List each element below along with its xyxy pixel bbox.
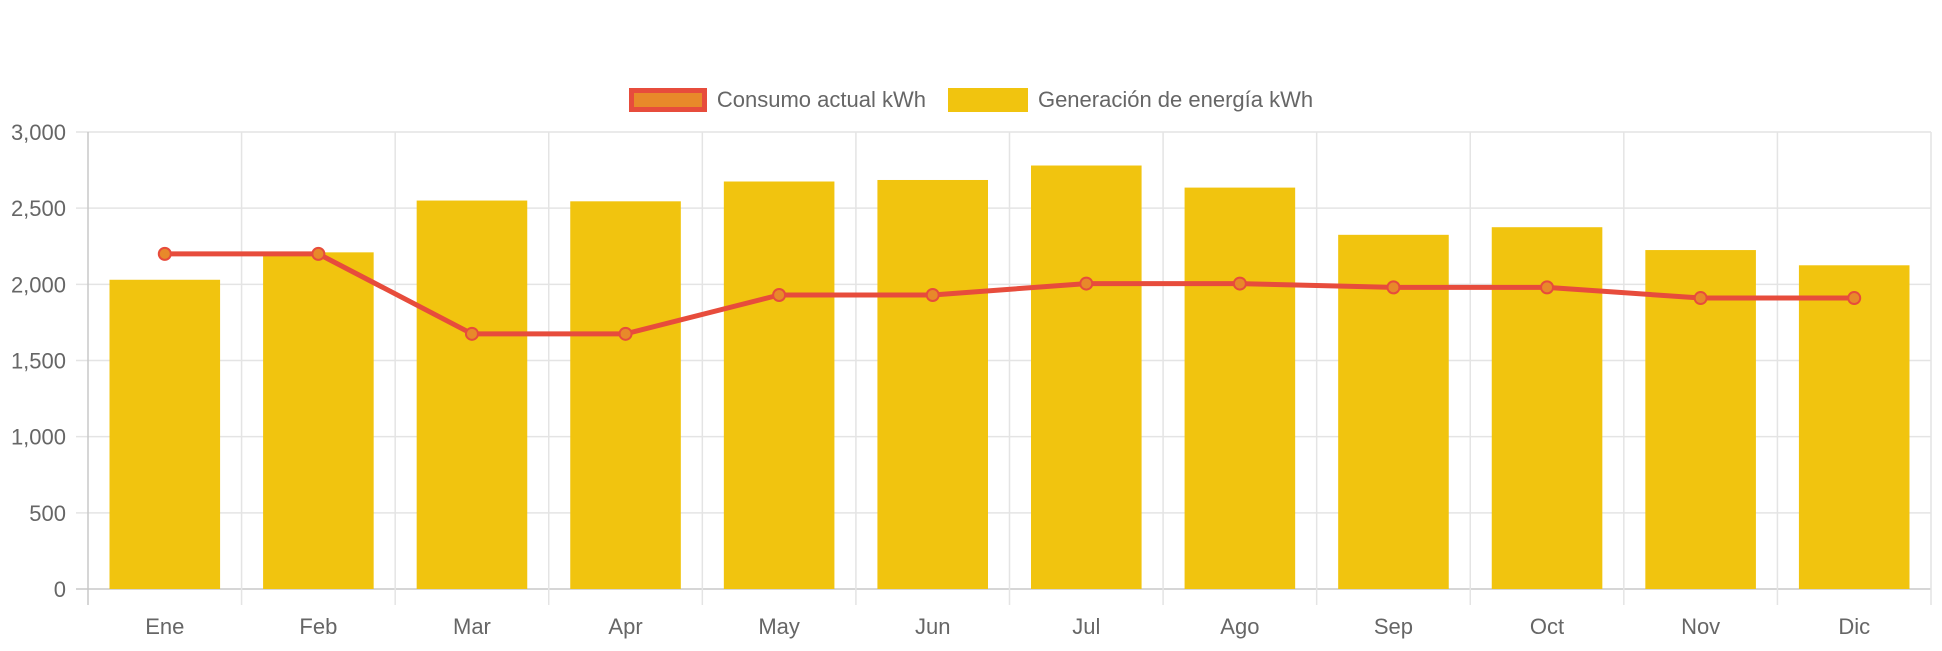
bar xyxy=(877,179,988,590)
y-tick-label: 2,000 xyxy=(11,272,66,297)
legend: Consumo actual kWh Generación de energía… xyxy=(0,84,1942,116)
x-tick-label: Apr xyxy=(608,614,642,639)
y-tick-label: 500 xyxy=(29,501,66,526)
bar xyxy=(1184,187,1296,589)
bar xyxy=(416,200,528,590)
x-tick-label: Sep xyxy=(1374,614,1413,639)
line-point xyxy=(772,287,787,302)
line-point xyxy=(1386,280,1401,295)
line-point xyxy=(1232,276,1247,291)
bar xyxy=(570,201,681,590)
x-tick-label: Jun xyxy=(915,614,950,639)
y-tick-label: 2,500 xyxy=(11,196,66,221)
x-tick-label: Mar xyxy=(453,614,491,639)
line-point xyxy=(1079,276,1094,291)
x-tick-label: Nov xyxy=(1681,614,1720,639)
series-line xyxy=(164,251,1855,337)
line-point xyxy=(311,246,326,261)
line-point xyxy=(1847,291,1862,306)
bar xyxy=(1031,165,1142,589)
x-tick-label: Oct xyxy=(1530,614,1564,639)
line-point xyxy=(925,287,940,302)
legend-label-consumo: Consumo actual kWh xyxy=(716,87,926,112)
legend-swatch-consumo xyxy=(628,88,707,112)
x-tick-label: Dic xyxy=(1838,614,1870,639)
line-point xyxy=(1540,280,1555,295)
legend-label-generacion: Generación de energía kWh xyxy=(1037,87,1314,112)
bar xyxy=(109,279,221,589)
legend-item-generacion[interactable]: Generación de energía kWh xyxy=(947,87,1314,113)
line-point xyxy=(1693,291,1708,306)
y-tick-label: 3,000 xyxy=(11,120,66,145)
x-tick-label: Ago xyxy=(1220,614,1259,639)
y-tick-label: 1,500 xyxy=(11,349,66,374)
legend-item-consumo[interactable]: Consumo actual kWh xyxy=(628,87,926,113)
y-tick-label: 0 xyxy=(54,577,66,602)
y-tick-label: 1,000 xyxy=(11,425,66,450)
bar xyxy=(1798,265,1910,589)
bar xyxy=(1645,250,1756,589)
x-tick-label: Feb xyxy=(299,614,337,639)
line-point xyxy=(464,326,479,341)
bar xyxy=(263,252,374,590)
x-tick-label: Jul xyxy=(1072,614,1100,639)
x-tick-label: May xyxy=(758,614,800,639)
line-point xyxy=(157,246,172,261)
bar xyxy=(723,181,835,589)
line-point xyxy=(618,326,633,341)
legend-swatch-generacion xyxy=(947,88,1028,112)
x-tick-label: Ene xyxy=(145,614,184,639)
